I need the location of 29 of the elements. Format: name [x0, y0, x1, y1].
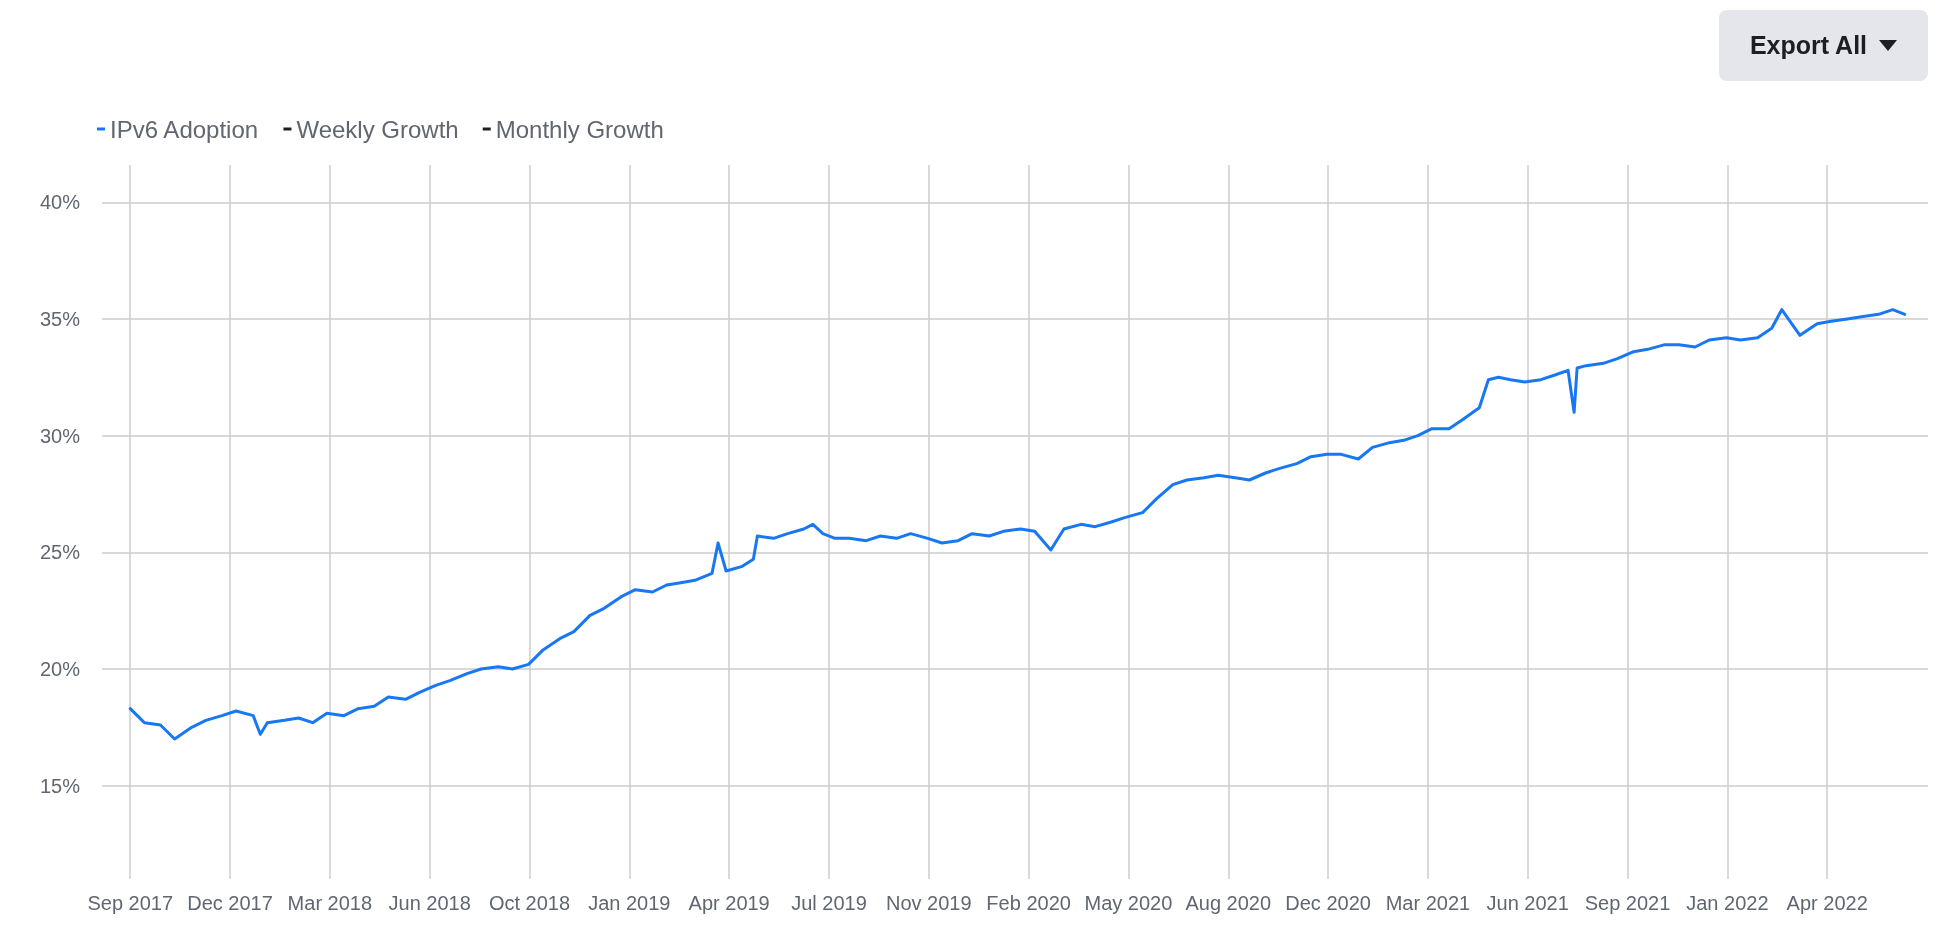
legend-label: Weekly Growth — [296, 115, 459, 143]
x-tick-label: Dec 2020 — [1285, 892, 1371, 914]
legend-label: IPv6 Adoption — [110, 115, 259, 143]
y-tick-label: 25% — [39, 541, 81, 564]
x-tick-label: Oct 2018 — [488, 892, 571, 914]
x-tick-label: Feb 2020 — [986, 892, 1071, 914]
x-tick-label: Sep 2017 — [87, 892, 174, 914]
x-tick-label: Apr 2022 — [1786, 892, 1868, 914]
x-tick-label: May 2020 — [1084, 892, 1173, 914]
y-tick-label: 40% — [39, 191, 81, 214]
y-tick-label: 20% — [39, 658, 81, 680]
x-tick-label: Jan 2019 — [588, 892, 671, 914]
x-tick-label: Jan 2022 — [1686, 892, 1769, 914]
x-tick-label: Dec 2017 — [187, 892, 273, 914]
x-tick-label: Nov 2019 — [885, 892, 972, 914]
x-tick-label: Sep 2021 — [1584, 892, 1671, 914]
x-tick-label: Mar 2018 — [287, 892, 373, 914]
y-tick-label: 30% — [39, 424, 81, 447]
y-tick-label: 35% — [39, 308, 81, 330]
x-tick-label: Aug 2020 — [1185, 892, 1272, 914]
x-tick-label: Jun 2018 — [388, 892, 471, 914]
line-series — [128, 308, 1907, 741]
x-tick-label: Apr 2019 — [688, 892, 770, 914]
x-tick-label: Jun 2021 — [1486, 892, 1569, 914]
legend-label: Monthly Growth — [495, 115, 664, 143]
y-tick-label: 15% — [39, 774, 81, 797]
x-tick-label: Mar 2021 — [1385, 892, 1471, 914]
x-tick-label: Jul 2019 — [791, 892, 867, 914]
export-button: Export All — [1719, 10, 1928, 81]
